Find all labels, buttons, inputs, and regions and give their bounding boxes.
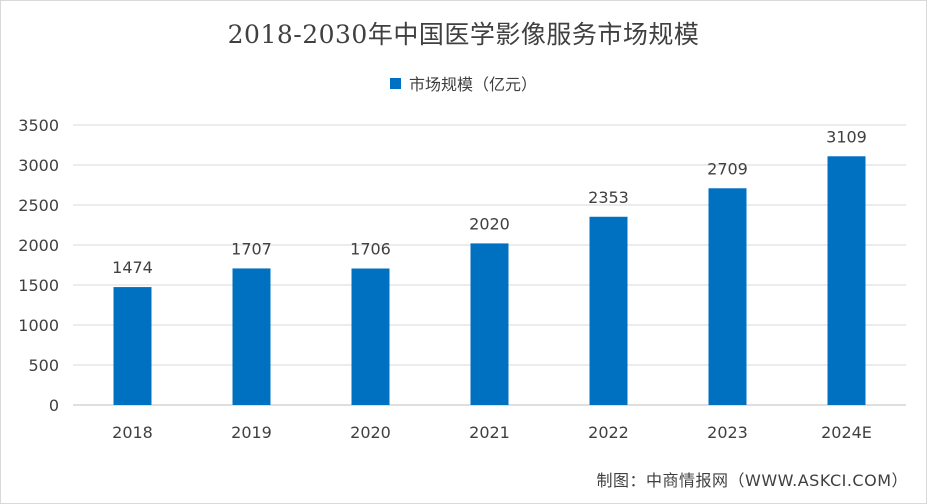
data-label: 2353 (588, 188, 629, 207)
bar (470, 243, 509, 405)
x-tick-label: 2021 (469, 423, 510, 442)
bar (232, 268, 271, 405)
x-tick-label: 2018 (112, 423, 153, 442)
x-tick-label: 2020 (350, 423, 391, 442)
bar (113, 287, 152, 405)
y-tick-label: 0 (49, 396, 59, 415)
chart-legend: 市场规模（亿元） (1, 71, 926, 95)
data-label: 2020 (469, 214, 510, 233)
data-label: 1707 (231, 239, 272, 258)
data-label: 2709 (707, 159, 748, 178)
y-tick-label: 3500 (18, 116, 59, 135)
bar (708, 188, 747, 405)
y-tick-label: 3000 (18, 156, 59, 175)
bar (589, 216, 628, 405)
x-tick-label: 2022 (588, 423, 629, 442)
x-tick-label: 2019 (231, 423, 272, 442)
legend-swatch (389, 77, 401, 89)
y-tick-label: 1500 (18, 276, 59, 295)
bar (827, 156, 866, 405)
y-tick-label: 2500 (18, 196, 59, 215)
bar-chart: 0 500 1000 1500 2000 2500 3000 3500 1474 2018 1707… (18, 116, 906, 442)
data-label: 3109 (826, 127, 867, 146)
y-tick-label: 1000 (18, 316, 59, 335)
chart-title: 2018-2030年中国医学影像服务市场规模 (227, 20, 700, 49)
legend-label: 市场规模（亿元） (408, 75, 537, 94)
source-note: 制图：中商情报网（WWW.ASKCI.COM） (596, 471, 908, 490)
x-tick-label: 2024E (821, 423, 872, 442)
y-tick-label: 500 (28, 356, 59, 375)
x-tick-label: 2023 (707, 423, 748, 442)
data-label: 1474 (112, 258, 153, 277)
bar (351, 268, 390, 405)
data-label: 1706 (350, 240, 391, 259)
y-tick-label: 2000 (18, 236, 59, 255)
